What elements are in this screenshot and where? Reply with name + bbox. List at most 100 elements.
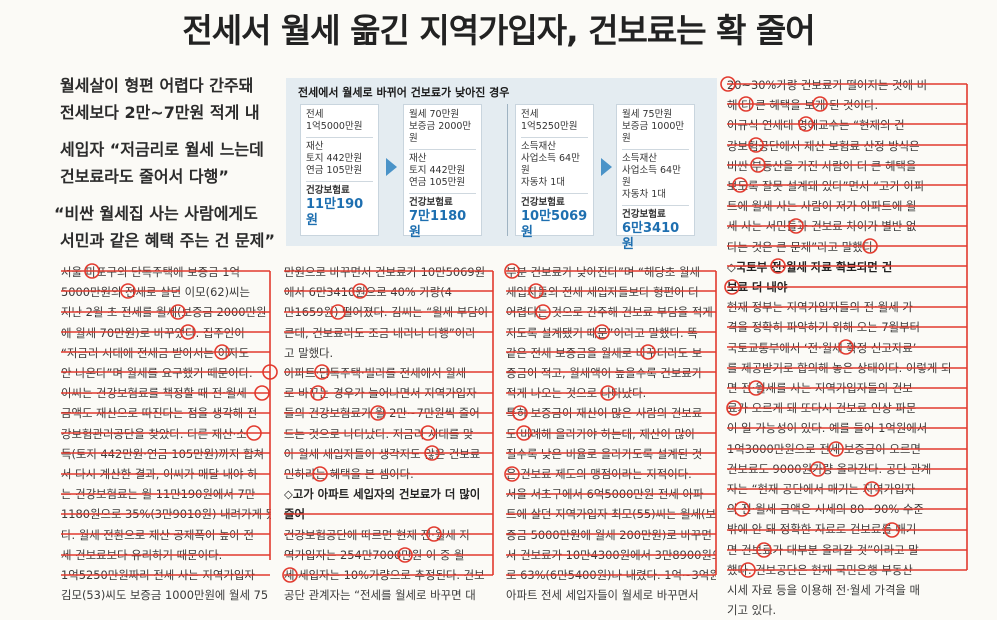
box-text: 1억5250만원 <box>521 121 578 132</box>
text-line: 국토교통부에서 ‘전·월세 확정 신고자료’ <box>727 340 917 355</box>
case-1-after-box: 월세 70만원 보증금 2000만원 재산 토지 442만원 연금 105만원 … <box>403 104 482 240</box>
text-line: 아 월세 세입자들이 생각지도 않은 건보료 <box>284 446 481 461</box>
text-line: 해 더 큰 혜택을 보게 된 것이다. <box>727 98 879 113</box>
text-line: 트에 살던 지역가입자 최모(55)씨는 월세(보 <box>506 507 716 522</box>
box-text: 토지 442만원 <box>306 153 363 164</box>
case-2-after-box: 월세 75만원 보증금 1000만원 소득재산 사업소득 64만원 자동차 1대… <box>616 104 695 252</box>
subheadline-line: “비싼 월세집 사는 사람에게도 <box>54 204 258 223</box>
article-column-3: 부분 건보료가 낮아진다”며 “해당초 월세 세입자들의 전세 세입자들보다 형편… <box>506 262 716 605</box>
text-line: 은 건보료 제도의 맹점이라는 지적이다. <box>506 467 692 482</box>
text-line: 세 건보료보다 유리하기 때문이다. <box>61 547 223 562</box>
arrow-right-icon <box>601 158 612 176</box>
text-line: 인하라는 혜택을 본 셈이다. <box>284 467 414 482</box>
box-text: 연금 105만원 <box>306 165 363 176</box>
text-line: 금액도 재산으로 따진다는 점을 생각해 전 <box>61 406 258 421</box>
text-line: 의 전·월세 금액은 시세의 80~90% 수준 <box>727 502 924 517</box>
text-line: 기고 있다. <box>727 603 777 618</box>
box-divider <box>409 149 476 150</box>
text-line: 부분 건보료가 낮아진다”며 “해당초 월세 <box>506 265 700 279</box>
text-line: 다. 월세 전환으로 재산 공제폭이 높아 전 <box>61 527 255 542</box>
fee-label: 건강보험료 <box>409 197 453 208</box>
box-text: 소득재산 <box>622 153 657 164</box>
text-line: 지도록 설계됐기 때문”이라고 말했다. 똑 <box>506 325 698 340</box>
text-line: 20~30%가량 건보료가 떨어지는 것에 비 <box>727 78 928 92</box>
subheadline-3: “비싼 월세집 사는 사람에게도 서민과 같은 혜택 주는 건 문제” <box>54 200 285 254</box>
text-line: 큰데, 건보료라도 조금 내리니 다행”이라 <box>284 325 476 340</box>
fee-value: 6만3410원 <box>622 221 680 252</box>
box-text: 사업소득 64만원 <box>521 153 580 176</box>
text-line: 어렵다는 것으로 간주해 건보료 부담을 적게 <box>506 305 713 320</box>
text-line: 건강보험공단에 따르면 현재 전·월세 지 <box>284 527 470 542</box>
text-line: 세 사는 서민들과 건보료 차이가 별반 없 <box>727 219 917 234</box>
text-line: 이규식 연세대 명예교수는 “현재의 건 <box>727 118 905 133</box>
text-line: “저금리 시대에 전세금 받아서는 이자도 <box>61 345 250 360</box>
text-line: 시세 자료 등을 이용해 전·월세 가격을 매 <box>727 583 921 598</box>
box-text: 재산 <box>306 141 324 152</box>
text-line: 료가 오르게 돼 또다시 건보료 인상 파문 <box>727 401 917 416</box>
text-line: 도 비례해 올라가야 하는데, 재산이 많아 <box>506 426 696 441</box>
text-line: 김모(53)씨도 보증금 1000만원에 월세 75 <box>61 588 269 603</box>
box-divider <box>306 181 373 182</box>
box-text: 월세 70만원 <box>409 109 460 120</box>
text-line: 역가입자는 254만7000만원 이 중 월 <box>284 547 465 562</box>
box-text: 사업소득 64만원 <box>622 165 681 188</box>
subheadline-2: 세입자 “저금리로 월세 느는데 건보료라도 줄어서 다행” <box>60 136 285 190</box>
text-line: 아파트·단독주택·빌라를 전세에서 월세 <box>284 366 467 381</box>
box-text: 보증금 1000만원 <box>622 121 685 144</box>
text-line: 격을 정확히 파악하기 위해 오는 7월부터 <box>727 320 921 335</box>
fee-value: 11만190원 <box>306 197 364 228</box>
text-line: 다는 것은 큰 문제”라고 말했다. <box>727 239 877 254</box>
text-line: 로 63%(6만5400원)나 내렸다. 1억~3억원 <box>506 568 716 583</box>
article-column-1: 서울 마포구의 단독주택에 보증금 1억 5000만원의 전세로 살던 이모(62… <box>61 262 271 605</box>
text-line: 증금 5000만원에 월세 200만원)로 바꾸면 <box>506 527 712 542</box>
box-text: 월세 75만원 <box>622 109 673 120</box>
text-line: 는 건강보험료는 월 11만190원에서 7만 <box>61 487 256 502</box>
box-divider <box>521 193 588 194</box>
text-line: 세 세입자는 10%가량으로 추정된다. 건보 <box>284 568 485 583</box>
text-line: 5000만원의 전세로 살던 이모(62)씨는 <box>61 285 250 300</box>
text-line: 서울 마포구의 단독주택에 보증금 1억 <box>61 265 240 279</box>
graphic-divider <box>507 104 508 236</box>
text-line: 서 다시 계산한 결과, 이씨가 매달 내야 하 <box>61 467 258 482</box>
box-text: 재산 <box>409 153 427 164</box>
box-divider <box>409 193 476 194</box>
text-line: 특히 보증금이 재산이 많은 사람의 건보료 <box>506 406 703 421</box>
info-graphic: 전세에서 월세로 바뀌어 건보료가 낮아진 경우 전세 1억5000만원 재산 … <box>286 78 717 252</box>
text-line: 건보료도 9000원가량 올라간다. 공단 관계 <box>727 461 932 476</box>
subheadline-line: 서민과 같은 혜택 주는 건 문제” <box>60 231 276 250</box>
text-line: 서 건보료가 10만4300원에서 3만8900원으 <box>506 547 716 562</box>
text-line: 같은 전세 보증금을 월세로 바꾸더라도 보 <box>506 345 703 360</box>
article-column-2: 만원으로 바꾸면서 건보료가 10만5069원 에서 6만3410원으로 40% … <box>284 262 494 605</box>
section-subheading: 줄어 <box>284 507 305 522</box>
text-line: 에 월세 70만원)로 바꾸었다. 집주인이 <box>61 325 245 340</box>
box-divider <box>622 149 689 150</box>
box-text: 토지 442만원 <box>409 165 466 176</box>
text-line: 만1659원) 떨어졌다. 김씨는 “월세 부담이 <box>284 305 489 320</box>
text-line: 이 일 가능성이 있다. 예를 들어 1억원에서 <box>727 421 928 436</box>
text-line: 현재 정부는 지역가입자들의 전·월세 가 <box>727 300 913 315</box>
text-line: 밖에 안 돼 정확한 자료로 건보료를 매기 <box>727 522 917 537</box>
section-subheading: ◇고가 아파트 세입자의 건보료가 더 많이 <box>284 487 481 502</box>
text-line: 만원으로 바꾸면서 건보료가 10만5069원 <box>284 265 486 279</box>
text-line: 안 나온다”며 월세를 요구했기 때문이다. <box>61 366 253 381</box>
subheadline-line: 전세보다 2만~7만원 적게 내 <box>60 103 260 122</box>
text-line: 1억3000만원으로 전세 보증금이 오르면 <box>727 441 921 456</box>
text-line: 지난 2월 초 전세를 월세(보증금 2000만원 <box>61 305 267 320</box>
text-line: 서울 서초구에서 6억5000만원 전세 아파 <box>506 487 704 502</box>
text-line: 고 말했다. <box>284 345 334 360</box>
graphic-title: 전세에서 월세로 바뀌어 건보료가 낮아진 경우 <box>298 86 510 99</box>
box-text: 자동차 1대 <box>622 189 667 200</box>
text-line: 비싼 부동산을 가진 사람이 더 큰 혜택을 <box>727 158 917 173</box>
case-2-before-box: 전세 1억5250만원 소득재산 사업소득 64만원 자동차 1대 건강보험료 … <box>515 104 594 240</box>
subheadline-block: 월세살이 형편 어렵다 간주돼 전세보다 2만~7만원 적게 내 세입자 “저금… <box>54 72 285 264</box>
text-line: 공단 관계자는 “전세를 월세로 바꾸면 대 <box>284 588 476 603</box>
box-text: 전세 <box>521 109 539 120</box>
box-text: 전세 <box>306 109 324 120</box>
headline: 전세서 월세 옮긴 지역가입자, 건보료는 확 줄어 <box>182 11 815 50</box>
text-line: 들의 건강보험료가 월 2만~7만원씩 줄어 <box>284 406 480 421</box>
subheadline-line: 월세살이 형편 어렵다 간주돼 <box>60 76 254 95</box>
text-line: 로 바꾸는 경우가 늘어나면서 지역가입자 <box>284 386 477 401</box>
text-line: 증금이 적고, 월세액이 높을수록 건보료가 <box>506 366 703 381</box>
fee-label: 건강보험료 <box>521 197 565 208</box>
